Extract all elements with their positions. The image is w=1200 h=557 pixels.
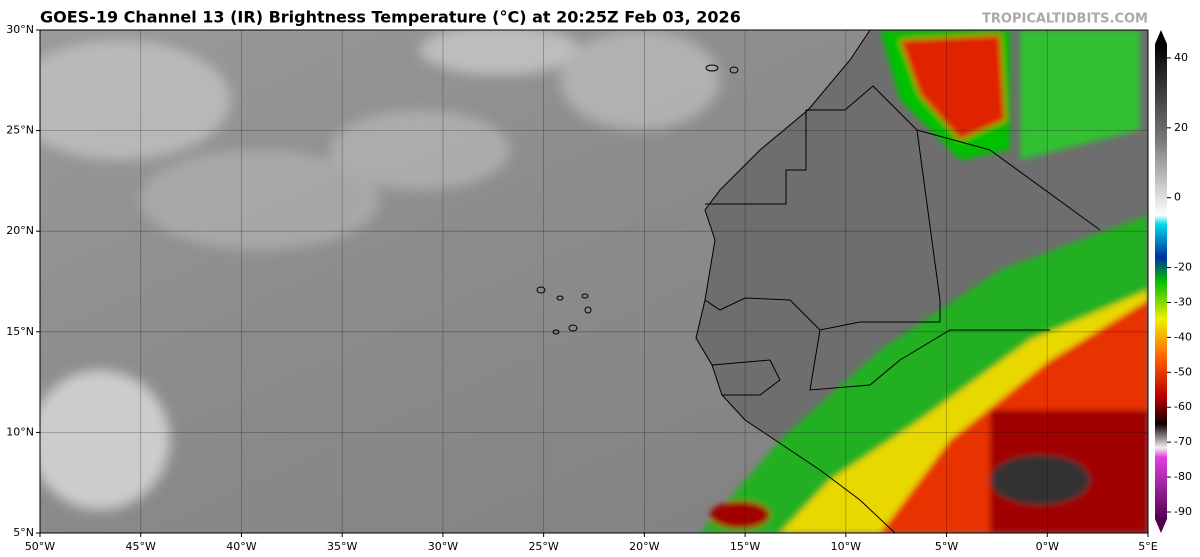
satellite-image	[40, 30, 1148, 533]
lon-tick-label: 10°W	[831, 540, 861, 553]
axes: 50°W 45°W 40°W 35°W 30°W 25°W 20°W 15°W 10°W 5°W 0…	[6, 23, 1158, 553]
lat-tick-label: 10°N	[6, 425, 34, 438]
colorbar-tick-label: -70	[1174, 435, 1192, 448]
graticule	[40, 30, 1148, 533]
colorbar-tick-label: 20	[1174, 121, 1188, 134]
lon-tick-label: 20°W	[629, 540, 659, 553]
colorbar-tick-label: -30	[1174, 295, 1192, 308]
colorbar-tick-label: -20	[1174, 261, 1192, 274]
lon-tick-label: 45°W	[126, 540, 156, 553]
colorbar-tick-label: -40	[1174, 330, 1192, 343]
colorbar-tick-label: 40	[1174, 51, 1188, 64]
lon-tick-label: 40°W	[226, 540, 256, 553]
lat-tick-label: 15°N	[6, 325, 34, 338]
colorbar-tick-label: -50	[1174, 365, 1192, 378]
lon-tick-label: 35°W	[327, 540, 357, 553]
lon-tick-label: 5°W	[935, 540, 958, 553]
site-watermark: TROPICALTIDBITS.COM	[982, 12, 1148, 27]
lon-tick-label: 5°E	[1138, 540, 1157, 553]
lat-tick-label: 30°N	[6, 23, 34, 36]
colorbar-tick-label: -80	[1174, 470, 1192, 483]
lon-tick-label: 30°W	[428, 540, 458, 553]
title: GOES-19 Channel 13 (IR) Brightness Tempe…	[40, 8, 741, 27]
colorbar-ticks: 40 20 0 -20 -30 -40 -50 -60 -70 -80 -90	[1167, 51, 1192, 518]
colorbar-tick-label: 0	[1174, 191, 1181, 204]
lat-tick-label: 5°N	[13, 526, 34, 539]
colorbar-tick-label: -90	[1174, 505, 1192, 518]
colorbar	[1155, 30, 1167, 533]
colorbar-tick-label: -60	[1174, 400, 1192, 413]
lon-tick-label: 25°W	[528, 540, 558, 553]
lat-tick-label: 20°N	[6, 224, 34, 237]
lon-tick-label: 15°W	[730, 540, 760, 553]
map-frame	[39, 29, 1149, 534]
lon-tick-label: 0°W	[1036, 540, 1059, 553]
lon-tick-label: 50°W	[25, 540, 55, 553]
lat-tick-label: 25°N	[6, 124, 34, 137]
